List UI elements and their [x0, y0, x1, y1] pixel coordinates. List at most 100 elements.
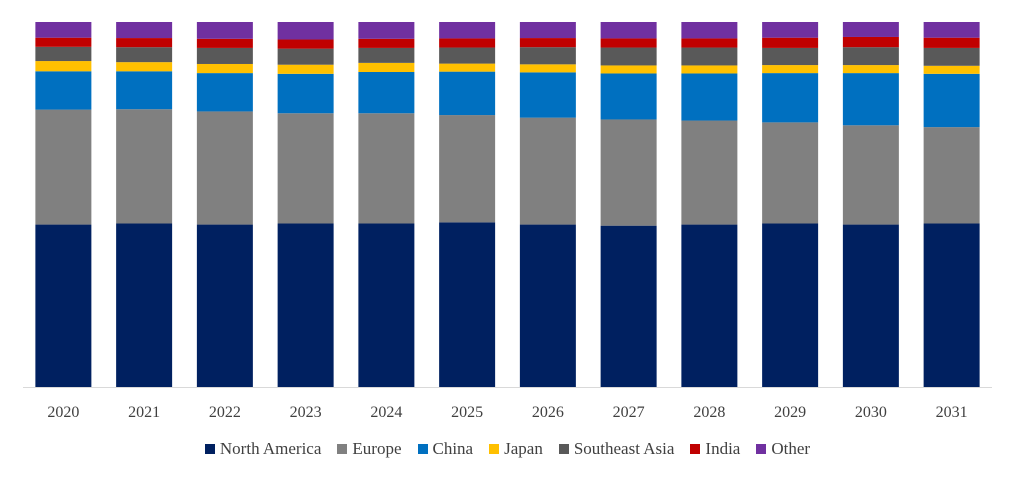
bar-segment-2026-southeast-asia: [519, 47, 576, 65]
bar-segment-2022-china: [196, 73, 253, 112]
bar-segment-2021-other: [116, 22, 173, 39]
bar-segment-2031-japan: [923, 65, 980, 74]
bar-segment-2029-china: [762, 73, 819, 123]
bar-segment-2028-japan: [681, 65, 738, 74]
bar-segment-2031-china: [923, 73, 980, 128]
bar-segment-2020-japan: [35, 61, 92, 72]
legend-item-other: Other: [756, 439, 810, 459]
bar-segment-2028-north-america: [681, 224, 738, 387]
bar-segment-2031-other: [923, 22, 980, 38]
bar-segment-2021-japan: [116, 62, 173, 72]
bar-segment-2027-europe: [600, 119, 657, 226]
bar-segment-2021-europe: [116, 109, 173, 224]
legend-swatch: [204, 444, 215, 454]
x-tick-label: 2021: [128, 404, 160, 421]
bar-segment-2026-europe: [519, 117, 576, 225]
legend-item-europe: Europe: [337, 439, 402, 459]
bar-segment-2021-china: [116, 71, 173, 110]
bar-segment-2022-japan: [196, 63, 253, 74]
bar-segment-2023-china: [277, 73, 334, 114]
bar-segment-2020-europe: [35, 109, 92, 225]
legend-item-southeast-asia: Southeast Asia: [558, 439, 674, 459]
bar-segment-2031-europe: [923, 127, 980, 224]
bar-segment-2030-other: [842, 22, 899, 37]
bar-segment-2031-southeast-asia: [923, 47, 980, 66]
legend-item-india: India: [690, 439, 740, 459]
legend-item-japan: Japan: [489, 439, 543, 459]
bar-segment-2022-southeast-asia: [196, 47, 253, 64]
bar-segment-2029-other: [762, 22, 819, 38]
x-tick-label: 2025: [451, 404, 483, 421]
bar-segment-2030-japan: [842, 65, 899, 74]
bar-segment-2024-japan: [358, 62, 415, 73]
legend-item-north-america: North America: [204, 439, 322, 459]
bar-segment-2024-india: [358, 38, 415, 48]
bar-segment-2022-other: [196, 22, 253, 39]
bar-segment-2030-india: [842, 36, 899, 48]
bar-segment-2028-europe: [681, 120, 738, 225]
bar-segment-2024-china: [358, 72, 415, 114]
legend-label: Europe: [352, 439, 402, 458]
bar-segment-2025-other: [439, 22, 496, 39]
bar-segment-2028-india: [681, 38, 738, 48]
legend-swatch: [417, 444, 428, 454]
x-tick-label: 2030: [855, 404, 887, 421]
bar-segment-2021-north-america: [116, 223, 173, 387]
legend-label: China: [432, 439, 474, 458]
legend-swatch: [558, 444, 569, 454]
bar-segment-2022-north-america: [196, 224, 253, 387]
x-tick-label: 2020: [47, 404, 79, 421]
legend-item-china: China: [417, 439, 474, 459]
bar-segment-2023-japan: [277, 64, 334, 74]
bar-segment-2029-india: [762, 37, 819, 48]
bar-segment-2023-north-america: [277, 223, 334, 387]
bar-segment-2025-southeast-asia: [439, 47, 496, 64]
bar-segment-2020-southeast-asia: [35, 46, 92, 62]
bar-segment-2020-india: [35, 37, 92, 47]
bar-segment-2026-japan: [519, 64, 576, 73]
bar-segment-2026-north-america: [519, 224, 576, 387]
bar-segment-2027-japan: [600, 65, 657, 74]
bar-segment-2023-southeast-asia: [277, 48, 334, 65]
bar-segment-2022-europe: [196, 111, 253, 225]
bar-segment-2029-southeast-asia: [762, 47, 819, 66]
bar-segment-2025-india: [439, 38, 496, 48]
x-tick-label: 2026: [532, 404, 564, 421]
bar-segment-2023-europe: [277, 113, 334, 224]
bar-segment-2020-other: [35, 22, 92, 38]
legend-label: Other: [771, 439, 811, 458]
bar-segment-2023-other: [277, 22, 334, 40]
bar-segment-2025-china: [439, 71, 496, 116]
legend-label: India: [705, 439, 741, 458]
bar-segment-2022-india: [196, 38, 253, 48]
bar-segment-2027-other: [600, 22, 657, 39]
bar-segment-2021-india: [116, 38, 173, 48]
bar-segment-2028-other: [681, 22, 738, 39]
bar-segment-2021-southeast-asia: [116, 47, 173, 63]
bar-segment-2031-india: [923, 37, 980, 48]
x-tick-label: 2031: [936, 404, 968, 421]
bar-segment-2027-north-america: [600, 225, 657, 387]
x-tick-label: 2028: [693, 404, 725, 421]
bar-segment-2027-china: [600, 73, 657, 120]
bar-segment-2030-europe: [842, 125, 899, 225]
bar-segment-2026-india: [519, 38, 576, 48]
legend-swatch: [690, 444, 701, 454]
legend-swatch: [337, 444, 348, 454]
x-tick-label: 2023: [290, 404, 322, 421]
bar-segment-2028-southeast-asia: [681, 47, 738, 66]
legend-swatch: [756, 444, 767, 454]
bar-segment-2028-china: [681, 73, 738, 121]
bar-segment-2020-china: [35, 71, 92, 110]
bar-segment-2026-china: [519, 72, 576, 118]
bar-segment-2029-europe: [762, 122, 819, 224]
bar-segment-2023-india: [277, 39, 334, 49]
bar-segment-2030-china: [842, 73, 899, 126]
bar-segment-2030-north-america: [842, 224, 899, 387]
bar-segment-2030-southeast-asia: [842, 47, 899, 66]
legend-swatch: [489, 444, 500, 454]
legend-label: North America: [219, 439, 322, 458]
legend: North America Europe China Japan Southeast A…: [0, 439, 1015, 459]
bar-segment-2024-north-america: [358, 223, 415, 387]
